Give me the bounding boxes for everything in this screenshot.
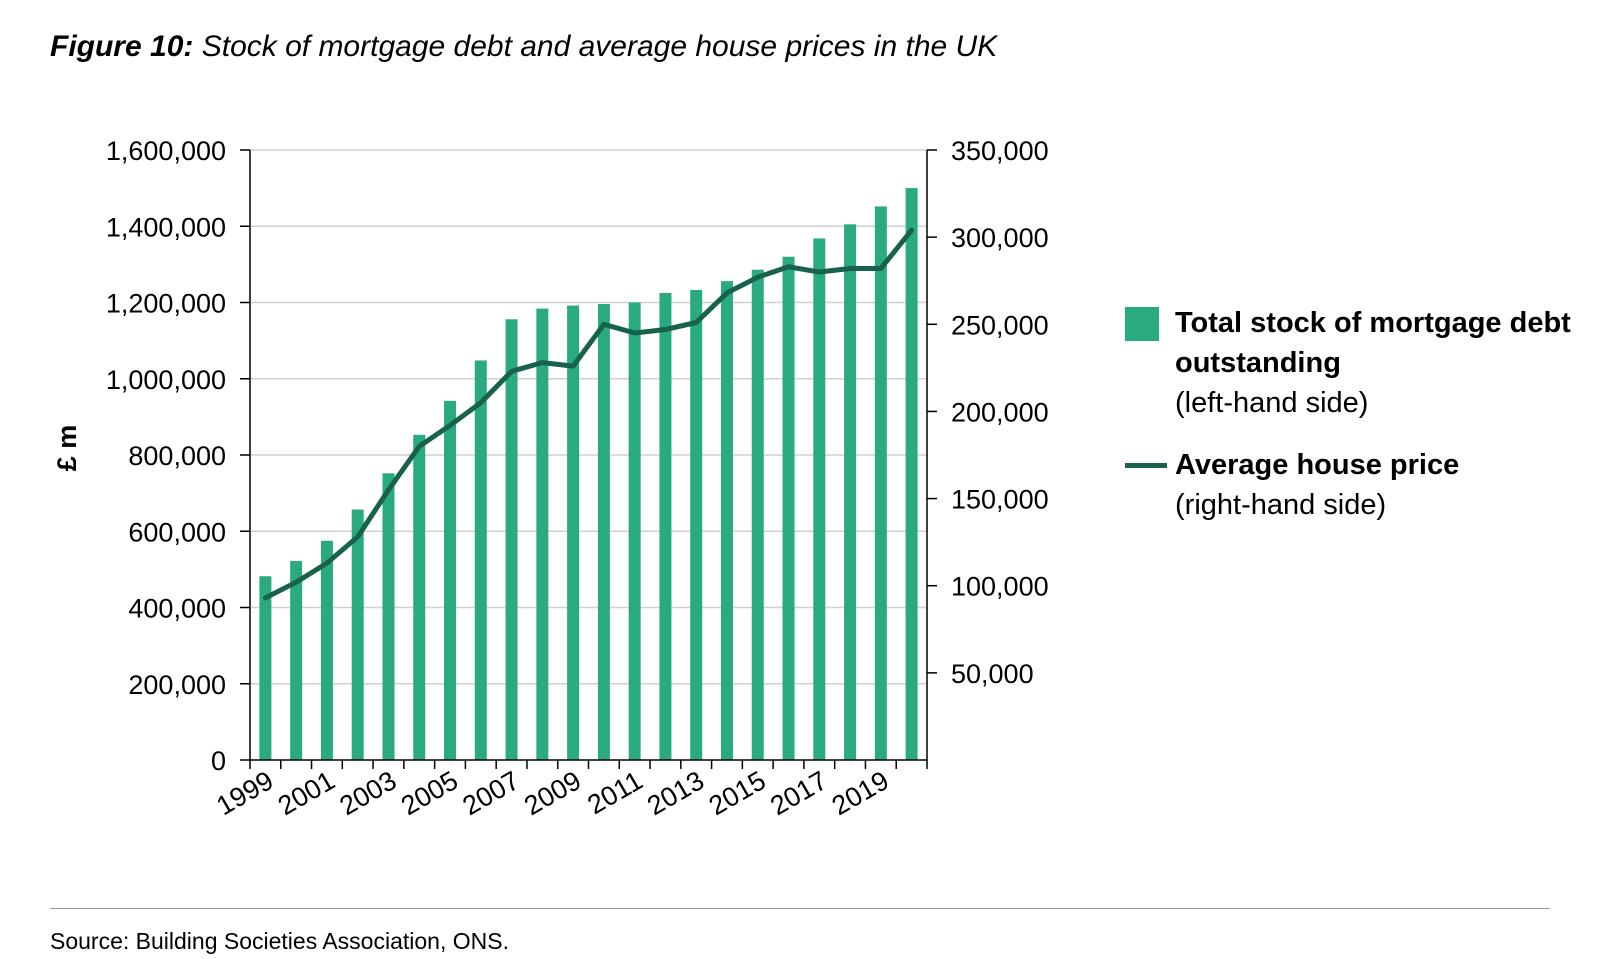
chart: 0 200,000 400,000 600,000 800,000 1,000,000 1,… xyxy=(52,136,1049,821)
y2-tick-label: 50,000 xyxy=(951,659,1034,689)
y2-tick-label: 350,000 xyxy=(951,136,1049,166)
y2-tick-label: 100,000 xyxy=(951,572,1049,602)
bar xyxy=(628,302,641,760)
house-price-line xyxy=(262,227,915,601)
figure-number: Figure 10: xyxy=(50,30,194,63)
y-tick-label: 0 xyxy=(211,746,226,776)
bar xyxy=(536,308,549,760)
y2-tick-label: 300,000 xyxy=(951,223,1049,253)
source-note: Source: Building Societies Association, … xyxy=(50,928,509,954)
bar xyxy=(844,224,857,760)
bar xyxy=(782,256,795,760)
axes xyxy=(240,149,937,769)
x-tick-label: 2003 xyxy=(334,765,401,821)
y2-tick-label: 250,000 xyxy=(951,310,1049,340)
x-tick-label: 2007 xyxy=(458,765,525,821)
y-tick-label: 1,000,000 xyxy=(106,365,226,395)
x-tick-label: 2011 xyxy=(582,765,647,820)
y-tick-label: 1,400,000 xyxy=(106,212,226,242)
x-tick-label: 2001 xyxy=(273,765,340,821)
legend-label: Total stock of mortgage debt outstanding xyxy=(1175,307,1571,379)
x-axis-ticks: 1999200120032005200720092011201320152017… xyxy=(211,765,893,821)
legend-swatch-bar xyxy=(1125,307,1159,341)
y2-tick-label: 150,000 xyxy=(951,485,1049,515)
bar xyxy=(659,292,672,760)
y-tick-label: 1,200,000 xyxy=(106,289,226,319)
x-tick-label: 2017 xyxy=(765,765,832,821)
bar xyxy=(690,289,703,760)
x-tick-label: 2009 xyxy=(519,765,586,821)
legend-swatch-line xyxy=(1125,463,1167,468)
legend-axis-note: (right-hand side) xyxy=(1175,489,1387,521)
bar xyxy=(259,576,272,760)
bar xyxy=(874,206,887,761)
legend: Total stock of mortgage debt outstanding… xyxy=(1125,303,1585,547)
grid-lines xyxy=(250,149,927,685)
legend-item-house-price: Average house price (right-hand side) xyxy=(1125,445,1585,525)
bar xyxy=(413,434,426,760)
x-tick-label: 2019 xyxy=(827,765,894,821)
x-tick-label: 2013 xyxy=(642,765,709,821)
x-tick-label: 2005 xyxy=(396,765,463,821)
bar xyxy=(597,304,610,760)
y-axis-title: £ m xyxy=(52,425,82,472)
legend-label: Average house price xyxy=(1175,449,1460,481)
bar xyxy=(351,509,364,760)
legend-item-mortgage-debt: Total stock of mortgage debt outstanding… xyxy=(1125,303,1585,423)
y-tick-label: 1,600,000 xyxy=(106,136,226,166)
bar-series xyxy=(259,188,918,761)
bar xyxy=(905,188,918,760)
left-axis-ticks: 0 200,000 400,000 600,000 800,000 1,000,000 1,… xyxy=(106,136,226,776)
bar xyxy=(444,400,457,760)
figure-title: Stock of mortgage debt and average house… xyxy=(201,30,998,63)
bar xyxy=(751,269,764,760)
y-tick-label: 400,000 xyxy=(128,594,226,624)
y2-tick-label: 200,000 xyxy=(951,397,1049,427)
bar xyxy=(813,238,826,760)
bar xyxy=(567,305,580,760)
bar xyxy=(290,560,303,760)
bar xyxy=(505,319,518,760)
y-tick-label: 800,000 xyxy=(128,441,226,471)
chart-title: Figure 10: Stock of mortgage debt and av… xyxy=(50,30,997,64)
legend-axis-note: (left-hand side) xyxy=(1175,387,1369,419)
bar xyxy=(382,473,395,760)
y-tick-label: 600,000 xyxy=(128,517,226,547)
footer-divider xyxy=(50,908,1550,909)
bar xyxy=(320,540,333,760)
right-axis-ticks: 50,000 100,000 150,000 200,000 250,000 300,00… xyxy=(951,136,1049,689)
bar xyxy=(474,360,487,760)
x-tick-label: 2015 xyxy=(704,765,771,821)
line-series xyxy=(262,227,915,601)
bar xyxy=(720,281,733,760)
y-tick-label: 200,000 xyxy=(128,670,226,700)
